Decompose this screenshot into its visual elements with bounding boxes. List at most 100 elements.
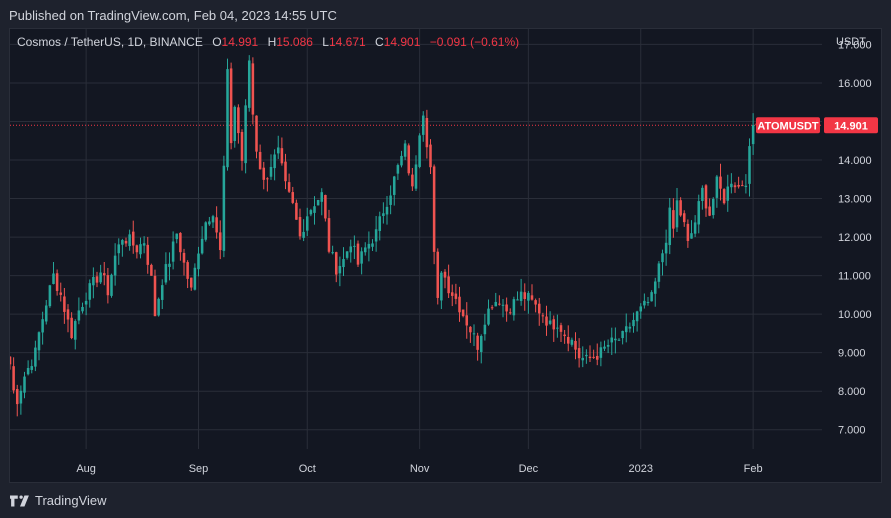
candle-body: [682, 213, 686, 223]
candle-body: [570, 339, 574, 345]
candle-body: [556, 327, 559, 329]
candle-body: [418, 135, 421, 167]
chart-canvas[interactable]: 7.000 8.000 9.000 10.000 11.000 12.000 13.000 1…: [10, 29, 881, 482]
candle-body: [646, 301, 650, 303]
candle-body: [44, 305, 48, 322]
candle-body: [95, 276, 99, 283]
candle-body: [324, 194, 327, 219]
candle-body: [617, 339, 621, 341]
candle-body: [200, 238, 204, 254]
candle-body: [262, 167, 266, 180]
candle-body: [469, 326, 472, 333]
x-tick-label: Feb: [744, 463, 763, 475]
candle-body: [566, 336, 570, 344]
candle-body: [204, 222, 208, 240]
legend-change: −0.091 (−0.61%): [429, 35, 520, 49]
candle-body: [302, 231, 305, 238]
candle-body: [378, 216, 382, 231]
candle-body: [12, 366, 15, 391]
candle-body: [458, 296, 461, 313]
symbol-label-text: ATOMUSDT: [757, 120, 819, 132]
candle-body: [23, 376, 26, 393]
candle-body: [251, 63, 255, 115]
candle-body: [208, 221, 211, 225]
candle-body: [146, 244, 150, 265]
candle-body: [693, 222, 697, 234]
candle-body: [472, 333, 476, 335]
candle-body: [211, 216, 215, 223]
candle-body: [345, 251, 349, 258]
candle-body: [382, 213, 385, 216]
candle-body: [338, 265, 342, 274]
candle-body: [353, 245, 356, 247]
candle-body: [730, 183, 733, 188]
x-tick-label: 2023: [629, 463, 653, 475]
candle-body: [610, 337, 614, 343]
candle-body: [740, 185, 744, 187]
candle-body: [614, 338, 617, 341]
candle-body: [479, 336, 483, 352]
candle-body: [737, 184, 740, 187]
candle-body: [403, 143, 407, 157]
price-label-bg: [824, 117, 878, 134]
candle-body: [309, 210, 313, 215]
candle-body: [197, 253, 200, 270]
candle-body: [106, 275, 110, 296]
candle-body: [273, 154, 276, 169]
candle-body: [313, 206, 316, 213]
published-text: Published on TradingView.com, Feb 04, 20…: [9, 8, 337, 23]
y-tick-label: 12.000: [838, 232, 872, 244]
tradingview-logo[interactable]: TradingView: [10, 493, 107, 508]
candle-body: [588, 356, 592, 359]
candle-body: [748, 146, 751, 184]
candle-body: [494, 301, 498, 307]
y-tick-label: 9.000: [838, 348, 866, 360]
candle-body: [10, 356, 12, 365]
candle-body: [581, 357, 585, 361]
candle-body: [81, 306, 84, 312]
candle-body: [563, 334, 566, 337]
x-tick-label: Nov: [410, 463, 430, 475]
x-tick-label: Sep: [189, 463, 209, 475]
candle-body: [726, 186, 730, 201]
legend-close-label: C: [375, 35, 384, 49]
candle-body: [269, 166, 273, 177]
candle-body: [527, 292, 530, 301]
candle-body: [295, 202, 298, 220]
y-tick-label: 11.000: [838, 271, 871, 283]
candle-body: [498, 303, 501, 305]
candle-body: [168, 263, 171, 267]
candle-body: [603, 346, 606, 349]
legend-symbol: Cosmos / TetherUS, 1D, BINANCE: [17, 35, 203, 49]
candle-body: [48, 285, 52, 307]
candle-body: [142, 243, 146, 246]
chart-frame: [9, 28, 882, 483]
candle-body: [316, 199, 320, 206]
candle-body: [490, 307, 494, 309]
candle-body: [508, 312, 512, 314]
candle-body: [429, 144, 432, 168]
candle-body: [400, 155, 403, 166]
candle-body: [733, 185, 737, 188]
candle-body: [708, 206, 711, 216]
candle-body: [131, 231, 135, 246]
y-tick-label: 17.000: [838, 39, 872, 51]
candle-body: [244, 105, 247, 164]
candle-body: [476, 335, 479, 350]
candlestick-series: [10, 55, 759, 417]
candle-body: [483, 324, 487, 335]
candle-body: [266, 178, 269, 180]
candle-body: [164, 264, 168, 283]
y-tick-label: 7.000: [838, 425, 866, 437]
candle-body: [73, 321, 77, 340]
candle-body: [153, 275, 157, 317]
x-axis: Aug Sep Oct Nov Dec 2023 Feb: [76, 463, 762, 475]
candle-body: [664, 242, 668, 254]
candle-body: [117, 244, 121, 254]
candle-body: [99, 272, 102, 283]
candle-body: [628, 326, 632, 329]
candle-body: [679, 200, 682, 216]
candle-body: [139, 244, 142, 255]
candle-body: [701, 187, 704, 201]
candle-body: [675, 200, 679, 228]
